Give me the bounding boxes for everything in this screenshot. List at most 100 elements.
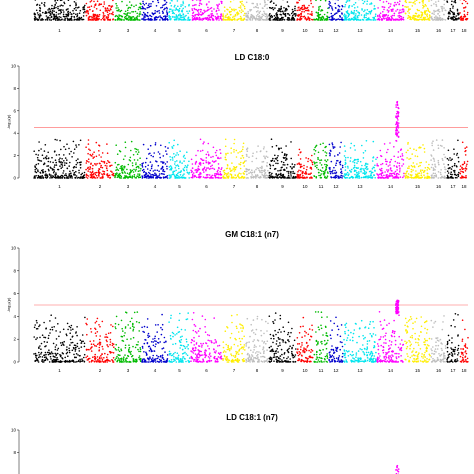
snp-point <box>101 345 104 348</box>
snp-point <box>232 176 235 178</box>
snp-point <box>83 8 86 11</box>
snp-point <box>426 14 428 16</box>
snp-point <box>366 9 369 11</box>
snp-point <box>386 16 389 19</box>
snp-point <box>99 9 102 12</box>
snp-point <box>43 336 45 339</box>
snp-point <box>343 145 346 147</box>
snp-point <box>263 174 266 176</box>
snp-point <box>227 16 229 19</box>
snp-point <box>459 165 462 167</box>
snp-point <box>184 157 186 160</box>
snp-point <box>397 156 399 158</box>
snp-point <box>182 168 184 170</box>
snp-point <box>208 1 210 3</box>
snp-point <box>372 156 375 158</box>
snp-point <box>272 157 274 160</box>
snp-point <box>126 14 128 17</box>
snp-point <box>260 16 263 19</box>
snp-point <box>99 335 101 337</box>
snp-point <box>288 170 290 173</box>
snp-point <box>388 6 390 9</box>
snp-point <box>318 15 320 17</box>
snp-point <box>88 168 90 171</box>
snp-point <box>325 154 327 157</box>
snp-point <box>229 6 231 9</box>
snp-point <box>418 172 421 174</box>
snp-point <box>170 17 172 20</box>
snp-point <box>219 177 222 179</box>
chromosome-label: 6 <box>205 184 208 189</box>
snp-point <box>118 350 121 353</box>
snp-point <box>284 12 287 15</box>
snp-point <box>124 155 126 157</box>
snp-point <box>191 0 194 2</box>
snp-point <box>365 16 367 19</box>
snp-point <box>75 13 77 16</box>
snp-point <box>44 19 47 21</box>
snp-point <box>86 160 88 163</box>
snp-point <box>208 174 211 176</box>
snp-point <box>138 321 140 324</box>
snp-point <box>450 168 453 170</box>
snp-point <box>90 343 93 346</box>
snp-point <box>132 360 135 363</box>
snp-point <box>142 0 144 3</box>
snp-point <box>110 170 112 172</box>
snp-point <box>135 163 137 166</box>
snp-point <box>284 164 286 166</box>
manhattan-panel-1: 1 2 3 4 5 6 7 8 9 10 11 12 13 14 15 16 17 18 <box>33 0 469 33</box>
snp-point <box>35 356 37 358</box>
snp-point <box>197 12 200 14</box>
snp-point <box>174 4 176 7</box>
snp-point <box>318 9 320 11</box>
snp-point <box>124 354 126 356</box>
snp-point <box>41 154 44 156</box>
snp-point <box>90 19 92 21</box>
snp-point <box>225 152 227 155</box>
snp-point <box>106 173 109 175</box>
snp-point <box>150 341 153 343</box>
snp-point <box>105 16 108 19</box>
snp-point <box>356 162 358 164</box>
snp-point <box>306 9 309 12</box>
snp-point <box>325 145 327 148</box>
snp-point <box>147 361 150 363</box>
snp-point <box>92 157 94 159</box>
snp-point <box>207 19 209 21</box>
snp-point <box>233 18 236 21</box>
snp-point <box>303 11 306 13</box>
snp-point <box>284 15 287 17</box>
snp-point <box>367 175 369 178</box>
snp-point <box>227 172 230 174</box>
snp-point <box>128 1 131 3</box>
snp-point <box>45 155 48 157</box>
snp-point <box>269 163 271 166</box>
snp-point <box>224 138 227 141</box>
snp-point <box>277 173 280 176</box>
snp-point <box>335 19 337 21</box>
snp-point <box>459 177 462 179</box>
snp-point <box>245 170 247 173</box>
snp-point <box>221 167 223 169</box>
snp-point <box>95 335 98 337</box>
snp-point <box>399 167 401 169</box>
snp-point <box>157 0 159 2</box>
snp-point <box>275 173 278 176</box>
snp-point <box>131 317 133 320</box>
snp-point <box>444 171 447 174</box>
snp-point <box>126 338 128 341</box>
snp-point <box>212 177 214 179</box>
snp-point <box>191 17 194 19</box>
snp-point <box>258 11 261 14</box>
snp-point <box>410 174 413 177</box>
snp-point <box>131 162 134 164</box>
snp-point <box>353 164 356 167</box>
snp-point <box>66 346 68 348</box>
snp-point <box>107 16 109 19</box>
snp-point <box>69 344 71 346</box>
snp-point <box>331 171 334 173</box>
snp-point <box>55 176 58 179</box>
snp-point <box>453 173 456 176</box>
snp-point <box>454 176 457 179</box>
